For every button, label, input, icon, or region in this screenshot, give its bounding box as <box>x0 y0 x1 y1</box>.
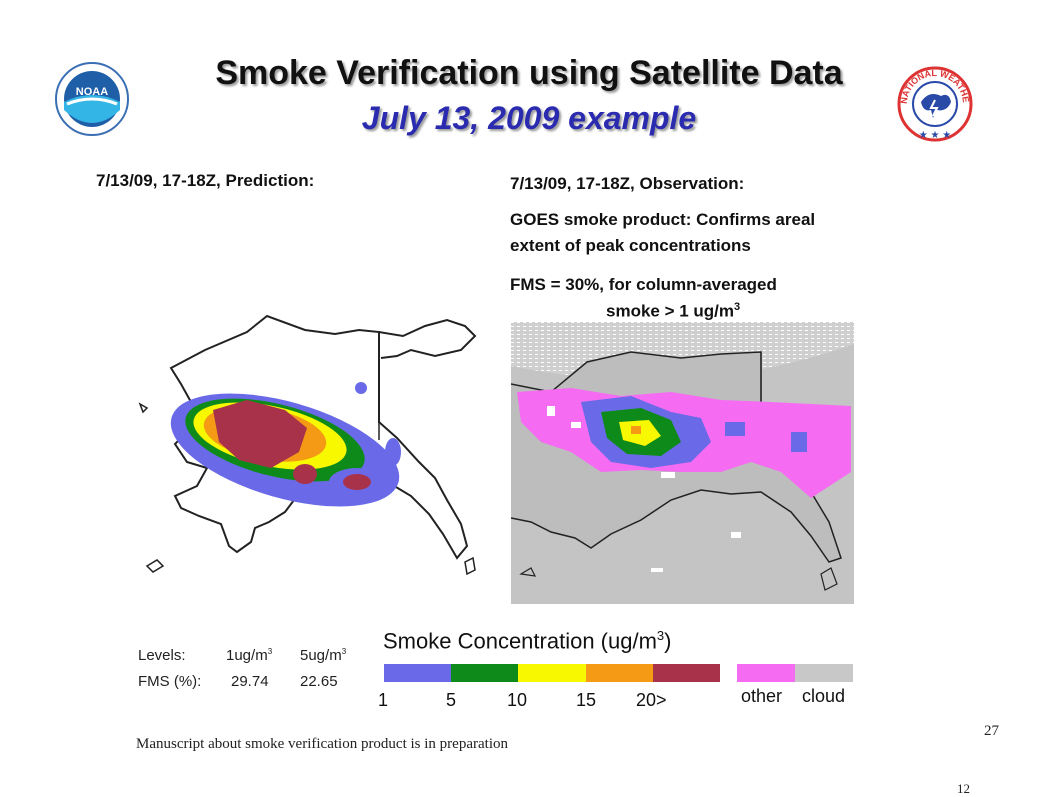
legend-label-cloud: cloud <box>802 686 846 706</box>
page-number-small: 12 <box>957 781 970 796</box>
fms-text-line1: FMS = 30%, for column-averaged <box>510 275 777 294</box>
legend-tick-1: 1 <box>378 690 389 710</box>
goes-text-line2: extent of peak concentrations <box>510 236 751 255</box>
legend-swatch-20plus <box>652 664 721 682</box>
nws-logo: NATIONAL WEATHER SERVICE ★ ★ ★ <box>893 62 973 142</box>
goes-text-line1: GOES smoke product: Confirms areal <box>510 210 816 229</box>
nws-stars-icon: ★ ★ ★ <box>919 130 951 141</box>
footnote: Manuscript about smoke verification prod… <box>136 736 508 752</box>
legend-swatch-cloud <box>795 664 853 682</box>
slide-title: Smoke Verification using Satellite Data <box>215 54 843 92</box>
noaa-logo-text: NOAA <box>76 86 108 98</box>
legend-swatch-5-10 <box>451 664 519 682</box>
prediction-map <box>138 314 477 576</box>
legend-swatch-10-15 <box>518 664 586 682</box>
legend-title: Smoke Concentration (ug/m3) <box>383 628 672 654</box>
fms-label: FMS (%): <box>138 673 202 690</box>
level-1ug: 1ug/m3 <box>226 647 273 664</box>
levels-label: Levels: <box>138 647 186 664</box>
fms-value-1ug: 29.74 <box>231 673 269 690</box>
level-5ug: 5ug/m3 <box>300 647 347 664</box>
legend-swatch-other <box>737 664 795 682</box>
legend-label-other: other <box>741 686 783 706</box>
legend-colorbar <box>384 664 721 682</box>
noaa-logo: NOAA <box>55 62 129 136</box>
prediction-caption: 7/13/09, 17-18Z, Prediction: <box>96 171 315 190</box>
legend-tick-10: 10 <box>507 690 528 710</box>
slide-subtitle: July 13, 2009 example <box>361 100 697 136</box>
legend-swatch-15-20 <box>585 664 653 682</box>
legend-swatch-1-5 <box>384 664 452 682</box>
observation-caption: 7/13/09, 17-18Z, Observation: <box>510 174 745 193</box>
legend-tick-5: 5 <box>446 690 457 710</box>
legend-tick-15: 15 <box>576 690 597 710</box>
page-number: 27 <box>984 723 999 739</box>
fms-value-5ug: 22.65 <box>300 673 338 690</box>
fms-text-line2: smoke > 1 ug/m3 <box>606 301 741 321</box>
observation-map <box>511 322 854 604</box>
legend-tick-20plus: 20> <box>636 690 667 710</box>
